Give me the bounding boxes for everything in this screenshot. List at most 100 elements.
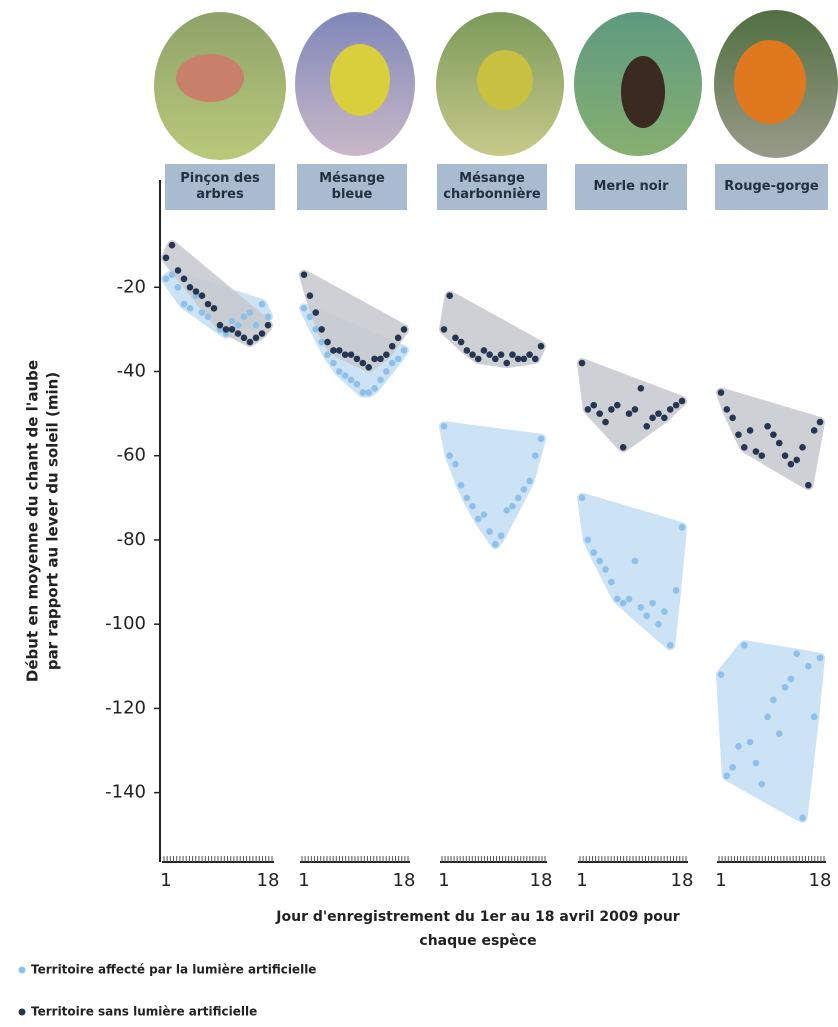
point [764, 423, 771, 430]
point [163, 276, 170, 283]
point [532, 356, 539, 363]
y-axis-label-line: Début en moyenne du chant de l'aube [24, 360, 42, 682]
y-tick-label: -40 [117, 361, 146, 382]
point [383, 368, 390, 375]
group-area [444, 296, 541, 363]
point [626, 410, 633, 417]
point [360, 389, 367, 396]
point [811, 427, 818, 434]
point [776, 730, 783, 737]
point [667, 642, 674, 649]
point [348, 377, 355, 384]
point [793, 650, 800, 657]
point [602, 419, 609, 426]
point [805, 663, 812, 670]
bird [330, 44, 390, 116]
point [458, 339, 465, 346]
point [181, 301, 188, 308]
point [626, 596, 633, 603]
point [247, 339, 254, 346]
point [235, 322, 242, 329]
point [241, 335, 248, 342]
point [729, 415, 736, 422]
point [632, 406, 639, 413]
point [741, 642, 748, 649]
x-tick-label: 1 [438, 870, 449, 891]
x-tick-label: 1 [298, 870, 309, 891]
point [649, 600, 656, 607]
point [265, 313, 272, 320]
point [307, 292, 314, 299]
point [758, 452, 765, 459]
point [661, 415, 668, 422]
point [307, 313, 314, 320]
x-tick-label: 18 [809, 870, 832, 891]
point [371, 385, 378, 392]
point [538, 343, 545, 350]
point [679, 524, 686, 531]
bird [621, 56, 665, 128]
y-tick-label: -140 [105, 782, 146, 803]
point [673, 587, 680, 594]
point [199, 309, 206, 316]
point [441, 326, 448, 333]
legend-label: Territoire affecté par la lumière artifi… [31, 963, 316, 977]
y-tick-label: -80 [117, 529, 146, 550]
point [590, 402, 597, 409]
point [655, 410, 662, 417]
point [521, 486, 528, 493]
point [253, 322, 260, 329]
point [217, 322, 224, 329]
point [265, 322, 272, 329]
point [205, 313, 212, 320]
point [782, 684, 789, 691]
point [579, 495, 586, 502]
point [532, 452, 539, 459]
point [401, 326, 408, 333]
point [469, 351, 476, 358]
point [464, 347, 471, 354]
x-tick-label: 18 [257, 870, 280, 891]
point [638, 604, 645, 611]
y-tick-label: -120 [105, 697, 146, 718]
point [175, 267, 182, 274]
x-axis-label-line: Jour d'enregistrement du 1er au 18 avril… [275, 909, 680, 925]
legend-label: Territoire sans lumière artificielle [31, 1005, 257, 1019]
point [538, 436, 545, 443]
point [718, 389, 725, 396]
point [673, 402, 680, 409]
point [729, 764, 736, 771]
point [724, 406, 731, 413]
point [389, 343, 396, 350]
point [446, 292, 453, 299]
point [401, 347, 408, 354]
point [312, 309, 319, 316]
point [655, 621, 662, 628]
point [223, 326, 230, 333]
bird [477, 50, 533, 110]
point [312, 326, 319, 333]
point [718, 671, 725, 678]
point [354, 381, 361, 388]
point [579, 360, 586, 367]
point [817, 655, 824, 662]
point [764, 714, 771, 721]
point [354, 356, 361, 363]
point [526, 478, 533, 485]
point [187, 305, 194, 312]
point [342, 372, 349, 379]
point [259, 330, 266, 337]
point [620, 600, 627, 607]
point [205, 301, 212, 308]
point [515, 356, 522, 363]
point [377, 356, 384, 363]
point [169, 271, 176, 278]
point [452, 335, 459, 342]
point [446, 452, 453, 459]
bird-photos [154, 10, 838, 160]
point [342, 351, 349, 358]
point [638, 385, 645, 392]
point [596, 410, 603, 417]
point [509, 503, 516, 510]
x-axis-label-line: chaque espèce [419, 933, 536, 949]
